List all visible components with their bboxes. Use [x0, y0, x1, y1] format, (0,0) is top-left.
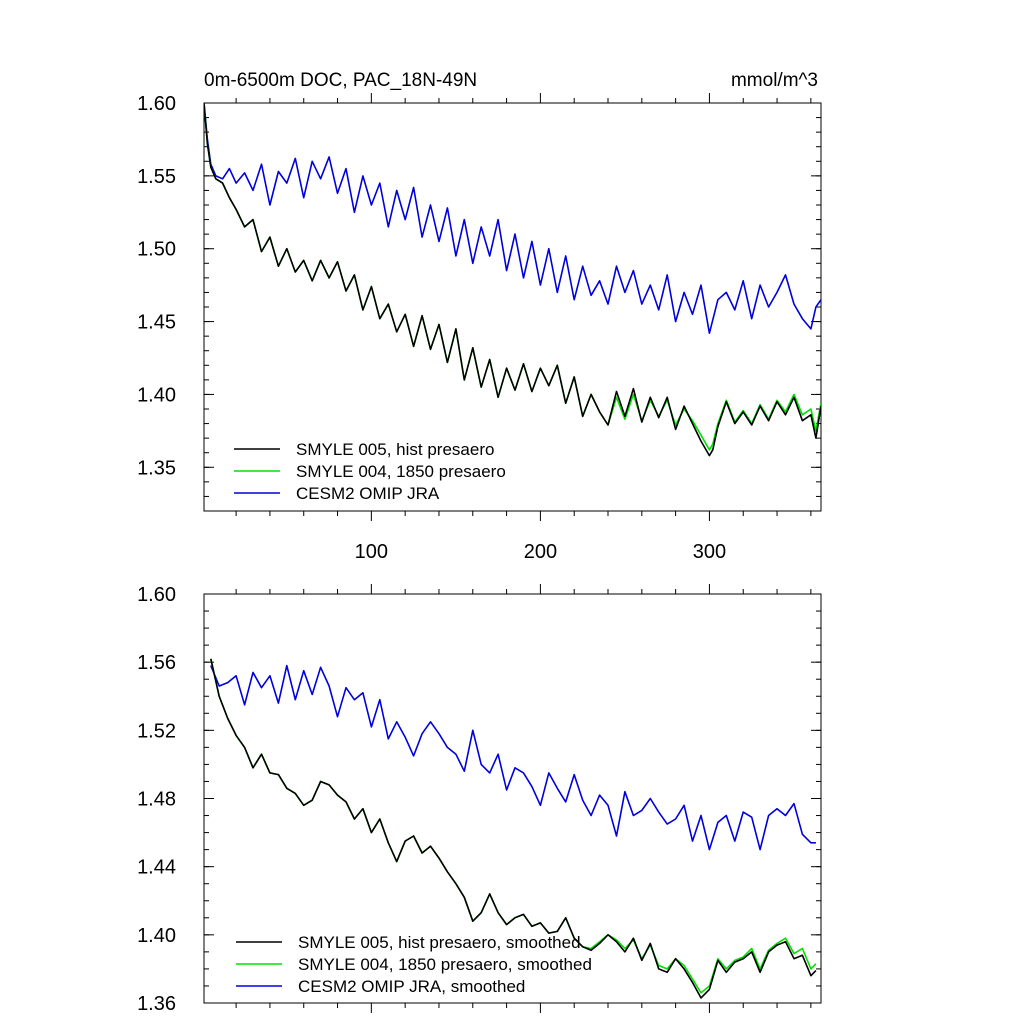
bottom-panel: 1.60 1.56 1.52 1.48 1.44 1.40 1.36 SMYLE 005, … [137, 584, 822, 1015]
y-tick-label: 1.44 [137, 857, 176, 879]
top-panel: 0m-6500m DOC, PAC_18N-49N mmol/m^3 1.601… [137, 70, 822, 563]
series-line-0 [204, 103, 821, 457]
legend-label: CESM2 OMIP JRA, smoothed [298, 977, 525, 996]
y-tick-label: 1.52 [137, 720, 176, 742]
legend: SMYLE 005, hist presaero, smoothed SMYLE … [236, 933, 592, 996]
series-line-0 [210, 658, 817, 999]
legend-label: SMYLE 005, hist presaero, smoothed [298, 933, 581, 952]
units-label: mmol/m^3 [731, 70, 818, 91]
legend-label: CESM2 OMIP JRA [296, 484, 440, 503]
x-tick-label: 100 [355, 541, 388, 563]
y-tick-label: 1.48 [137, 789, 176, 811]
x-tick-label: 200 [524, 541, 557, 563]
series-lines [210, 658, 817, 999]
y-tick-label: 1.60 [137, 584, 176, 606]
y-tick-label: 1.50 [137, 239, 176, 261]
series-lines [204, 103, 821, 457]
series-line-2 [210, 664, 816, 851]
y-tick-label: 1.36 [137, 993, 176, 1015]
series-line-1 [204, 103, 821, 451]
y-tick-label: 1.55 [137, 166, 176, 188]
y-tick-label: 1.40 [137, 925, 176, 947]
y-tick-label: 1.60 [137, 93, 176, 115]
series-line-2 [204, 103, 821, 335]
y-tick-label: 1.56 [137, 652, 176, 674]
legend-label: SMYLE 005, hist presaero [296, 440, 494, 459]
y-tick-label: 1.35 [137, 457, 176, 479]
x-tick-label: 300 [693, 541, 726, 563]
axis-ticks: 1.60 1.56 1.52 1.48 1.44 1.40 1.36 [137, 584, 821, 1015]
legend: SMYLE 005, hist presaero SMYLE 004, 1850 … [234, 440, 506, 503]
legend-label: SMYLE 004, 1850 presaero [296, 462, 506, 481]
y-tick-label: 1.45 [137, 312, 176, 334]
chart-title: 0m-6500m DOC, PAC_18N-49N [204, 70, 477, 91]
legend-label: SMYLE 004, 1850 presaero, smoothed [298, 955, 592, 974]
axis-ticks: 1.60 1.55 1.50 1.45 1.40 1.35 100 200 300 [137, 93, 821, 563]
y-tick-label: 1.40 [137, 384, 176, 406]
